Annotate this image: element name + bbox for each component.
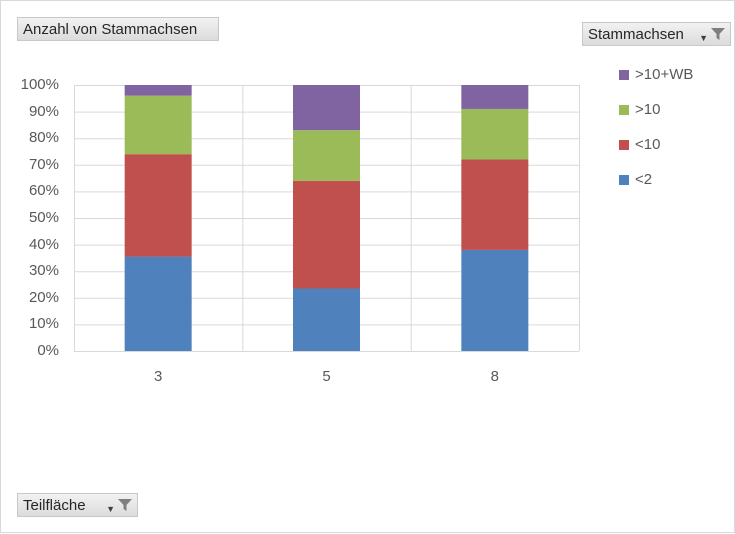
axis-field-label: Teilfläche	[23, 496, 86, 514]
legend: >10+WB >10 <10 <2	[619, 57, 693, 197]
y-tick-label: 30%	[28, 262, 59, 280]
y-tick-label: 50%	[28, 209, 59, 226]
value-field-button[interactable]: Anzahl von Stammachsen	[17, 17, 219, 41]
bar-segment	[124, 95, 192, 155]
y-tick-label: 90%	[28, 102, 59, 120]
x-tick-label: 3	[153, 368, 163, 385]
filter-icon[interactable]	[710, 26, 726, 42]
bar-segment	[461, 108, 529, 160]
bar-segment	[293, 288, 360, 351]
bar-segment	[461, 249, 529, 351]
bar-segment	[461, 85, 529, 109]
bar-segment	[293, 130, 360, 181]
legend-label: <10	[635, 136, 661, 153]
legend-item: >10+WB	[619, 57, 693, 92]
y-tick-label: 60%	[28, 182, 59, 200]
bar-segment	[293, 180, 360, 289]
x-tick-label: 8	[490, 368, 499, 385]
legend-swatch	[619, 69, 629, 80]
bar-segment	[124, 256, 192, 351]
bar-segment	[124, 85, 192, 96]
value-field-label: Anzahl von Stammachsen	[23, 20, 198, 38]
filter-icon[interactable]	[117, 497, 133, 513]
legend-label: <2	[635, 171, 653, 188]
x-tick-label: 5	[322, 368, 331, 385]
legend-item: <2	[619, 162, 693, 197]
y-tick-label: 70%	[28, 155, 59, 173]
y-tick-label: 40%	[28, 235, 59, 253]
legend-field-label: Stammachsen	[588, 25, 684, 43]
legend-swatch	[619, 104, 629, 115]
legend-item: <10	[619, 127, 693, 162]
y-tick-label: 100%	[20, 76, 59, 93]
y-tick-label: 20%	[28, 288, 59, 306]
legend-swatch	[619, 174, 629, 185]
bar-segment	[461, 159, 529, 250]
y-tick-label: 10%	[28, 315, 59, 333]
legend-swatch	[619, 139, 629, 150]
y-tick-label: 0%	[37, 342, 59, 359]
legend-item: >10	[619, 92, 693, 127]
bar-segment	[124, 154, 192, 257]
legend-field-button[interactable]: Stammachsen ▼	[582, 22, 731, 46]
dropdown-arrow-icon[interactable]: ▼	[106, 504, 115, 514]
legend-label: >10	[635, 101, 661, 118]
bar-segment	[293, 85, 360, 131]
y-tick-label: 80%	[28, 129, 59, 147]
legend-label: >10+WB	[635, 66, 694, 83]
axis-field-button[interactable]: Teilfläche ▼	[17, 493, 138, 517]
dropdown-arrow-icon[interactable]: ▼	[699, 33, 708, 43]
